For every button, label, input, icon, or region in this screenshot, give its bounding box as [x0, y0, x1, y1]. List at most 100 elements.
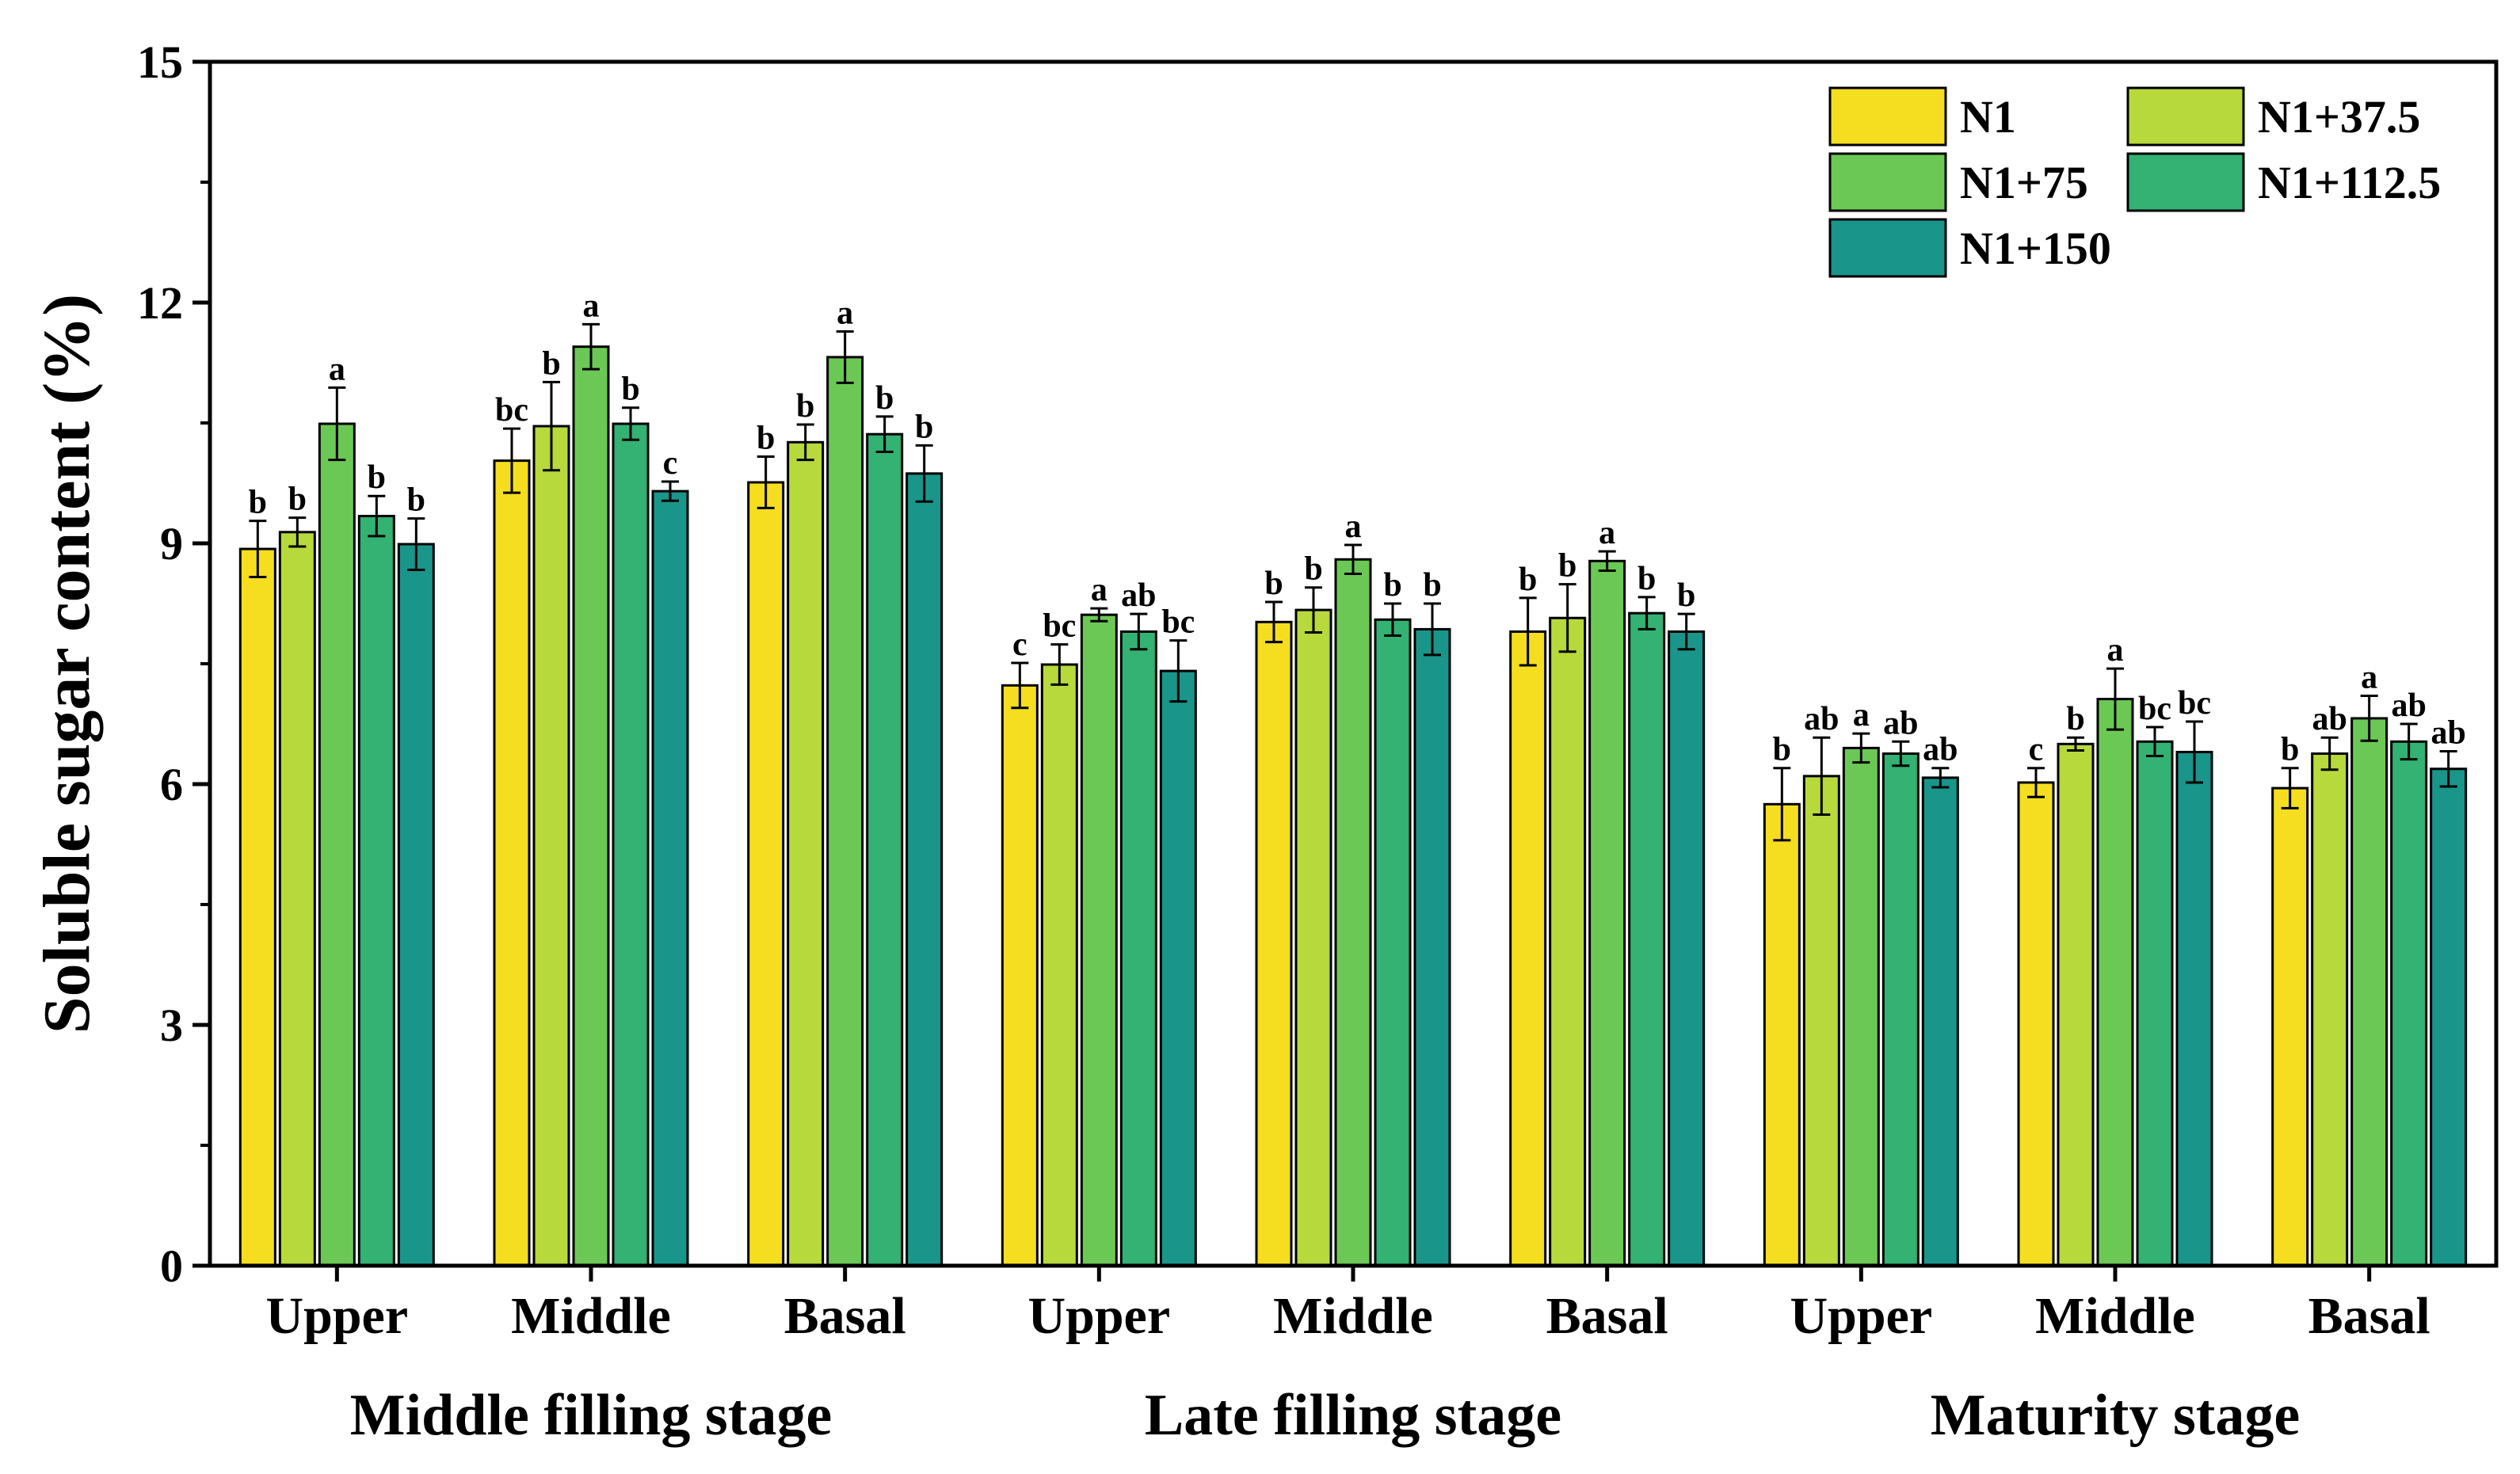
legend-label: N1+150: [1960, 223, 2111, 274]
bar: [357, 515, 395, 1267]
error-bar: [875, 415, 894, 453]
significance-label: c: [1012, 627, 1027, 663]
significance-label: a: [1345, 508, 1362, 545]
error-bar: [2360, 695, 2378, 742]
bar: [1374, 618, 1412, 1267]
error-bar: [661, 480, 679, 502]
stage-label: Late filling stage: [1145, 1383, 1561, 1448]
axes-layer: 0 3 6 9 12 15 Upper Middle Basal Middle filling s…: [137, 36, 2499, 1448]
significance-label: b: [368, 459, 386, 496]
x-tick-label: Basal: [2308, 1287, 2430, 1345]
x-tick-label: Basal: [1546, 1287, 1668, 1345]
significance-label: ab: [2430, 714, 2465, 751]
error-bar: [1169, 639, 1188, 703]
error-bar: [2146, 726, 2164, 758]
error-bar: [1384, 602, 1401, 638]
bar: [866, 432, 904, 1267]
bar: [532, 425, 570, 1267]
bar: [651, 489, 689, 1267]
stage-label: Middle filling stage: [350, 1383, 832, 1448]
error-bar: [288, 516, 307, 548]
legend-item: N1+150: [1828, 218, 2111, 278]
error-bar: [1558, 583, 1576, 653]
bar: [1159, 669, 1197, 1267]
significance-label: b: [2066, 701, 2084, 737]
bar: [2311, 752, 2349, 1267]
error-bar: [1519, 596, 1537, 667]
y-tick-label: 0: [160, 1240, 183, 1292]
significance-label: ab: [1883, 705, 1918, 741]
bar: [1588, 559, 1626, 1267]
bar: [826, 356, 864, 1267]
significance-label: a: [583, 288, 600, 324]
significance-label: b: [1383, 567, 1401, 604]
bar: [1040, 663, 1078, 1267]
bar: [1668, 630, 1706, 1267]
error-bar: [2106, 667, 2124, 731]
error-bar: [1773, 767, 1791, 842]
significance-label: b: [249, 485, 267, 521]
error-bar: [2186, 720, 2203, 784]
significance-label: b: [757, 421, 775, 457]
legend-item: N1+75: [1828, 152, 2088, 212]
significance-label: b: [1677, 577, 1695, 614]
significance-label: a: [1091, 572, 1108, 608]
significance-label: a: [1599, 515, 1615, 551]
bar: [1255, 620, 1293, 1267]
significance-label: ab: [1923, 732, 1958, 768]
bar: [1509, 630, 1547, 1267]
legend-swatch: [2126, 152, 2245, 212]
legend-label: N1: [1960, 91, 2016, 143]
error-bar: [249, 520, 267, 579]
error-bar: [1892, 740, 1910, 767]
significance-label: a: [837, 295, 853, 331]
error-bar: [1852, 732, 1870, 764]
bar: [318, 422, 356, 1267]
legend-label: N1+112.5: [2258, 157, 2441, 208]
error-bar: [1598, 550, 1616, 572]
significance-label: b: [407, 482, 425, 519]
significance-label: a: [1853, 697, 1870, 733]
x-tick-label: Upper: [1027, 1287, 1170, 1345]
bar: [787, 440, 825, 1267]
error-bar: [1677, 612, 1695, 651]
significance-label: b: [796, 388, 814, 425]
legend-item: N1: [1828, 86, 2016, 147]
bar: [612, 422, 650, 1267]
significance-label: a: [329, 351, 345, 387]
significance-label: b: [1423, 567, 1441, 604]
bar: [2057, 742, 2095, 1267]
error-bar: [1637, 596, 1656, 630]
error-bar: [836, 329, 854, 384]
legend-label: N1+75: [1960, 157, 2088, 208]
error-bar: [368, 494, 386, 538]
error-bar: [1265, 600, 1283, 644]
error-bar: [1090, 607, 1108, 623]
bar: [1294, 608, 1332, 1267]
bar: [1549, 616, 1587, 1267]
y-tick-label: 15: [137, 36, 183, 88]
error-bar: [1050, 643, 1069, 686]
y-tick-label: 12: [137, 277, 183, 329]
significance-label: bc: [495, 392, 528, 428]
y-tick-label: 6: [160, 759, 183, 810]
bar: [2175, 750, 2213, 1267]
error-bar: [2067, 736, 2084, 752]
significance-label: ab: [1804, 701, 1839, 737]
x-tick-label: Middle: [2035, 1287, 2195, 1345]
x-tick-label: Basal: [784, 1287, 906, 1345]
error-bar: [1305, 586, 1322, 634]
error-bar: [1344, 543, 1362, 576]
error-bar: [543, 380, 560, 472]
bar: [1119, 630, 1157, 1267]
significance-label: ab: [2312, 701, 2347, 737]
y-axis-label: Soluble sugar content (%): [30, 294, 104, 1034]
legend-label: N1+37.5: [2258, 91, 2420, 143]
bar: [2271, 787, 2309, 1267]
error-bar: [582, 322, 600, 371]
error-bar: [622, 406, 639, 441]
bar: [1001, 684, 1039, 1267]
bar: [2430, 767, 2468, 1267]
error-bar: [796, 423, 814, 462]
